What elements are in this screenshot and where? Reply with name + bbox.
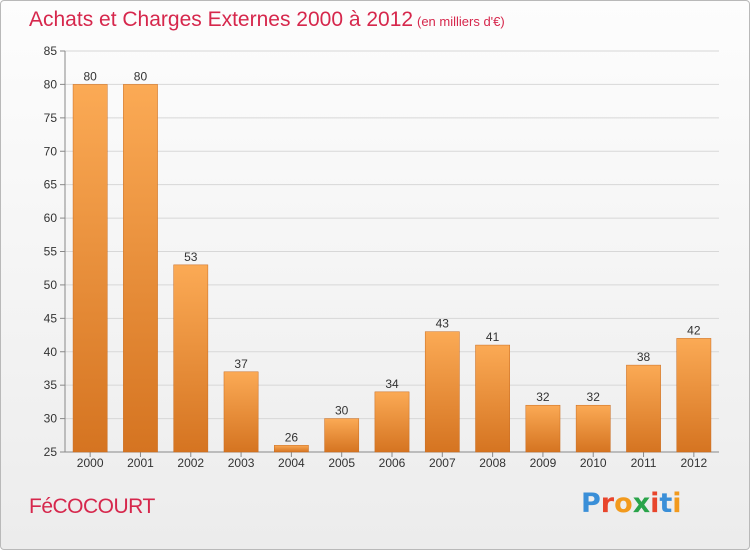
logo-letter: o <box>614 488 633 519</box>
x-tick-label: 2002 <box>177 456 204 470</box>
logo-letter: x <box>632 488 651 519</box>
bar <box>424 331 460 453</box>
bar-value-label: 32 <box>536 390 550 404</box>
bar-value-label: 80 <box>83 69 97 83</box>
bar <box>525 404 561 453</box>
bars <box>72 84 712 453</box>
bar <box>223 371 259 453</box>
bar-value-label: 34 <box>385 377 399 391</box>
logo-letter: t <box>659 488 673 519</box>
bar-value-label: 37 <box>234 357 248 371</box>
x-tick-label: 2008 <box>479 456 506 470</box>
y-tick-label: 30 <box>44 412 58 426</box>
bar <box>575 404 611 453</box>
bar-value-label: 30 <box>335 404 349 418</box>
commune-name: FéCOCOURT <box>29 495 155 518</box>
bar <box>173 264 209 453</box>
bar <box>374 391 410 453</box>
logo-letter: i <box>650 488 660 519</box>
x-tick-label: 2004 <box>278 456 305 470</box>
bar-value-label: 38 <box>637 350 651 364</box>
y-tick-label: 85 <box>44 44 58 58</box>
y-tick-label: 75 <box>44 111 58 125</box>
y-tick-label: 55 <box>44 245 58 259</box>
x-tick-label: 2010 <box>580 456 607 470</box>
bar-value-label: 26 <box>285 430 299 444</box>
bar <box>123 84 158 453</box>
y-tick-label: 65 <box>44 178 58 192</box>
bar-value-label: 41 <box>486 330 500 344</box>
x-tick-label: 2009 <box>530 456 557 470</box>
bar-value-label: 32 <box>587 390 601 404</box>
x-tick-label: 2003 <box>228 456 255 470</box>
bar-value-label: 53 <box>184 250 198 264</box>
logo-letter: r <box>600 488 615 519</box>
bar <box>72 84 108 453</box>
y-tick-label: 70 <box>44 144 58 158</box>
y-tick-label: 40 <box>44 345 58 359</box>
y-tick-label: 35 <box>44 378 58 392</box>
chart-title: Achats et Charges Externes 2000 à 2012 <box>29 8 414 31</box>
x-tick-label: 2005 <box>328 456 355 470</box>
x-tick-label: 2012 <box>680 456 707 470</box>
labels: 80 2000 80 2001 53 2002 37 2003 26 2004 30 2005 34 20… <box>77 69 708 470</box>
y-tick-label: 45 <box>44 311 58 325</box>
bar <box>475 344 510 453</box>
y-tick-label: 25 <box>44 445 58 459</box>
bar <box>324 418 360 453</box>
y-tick-label: 80 <box>44 77 58 91</box>
bar <box>626 364 661 453</box>
x-tick-label: 2000 <box>77 456 104 470</box>
bar-value-label: 80 <box>134 69 148 83</box>
bar <box>274 445 309 453</box>
y-tick-label: 60 <box>44 211 58 225</box>
x-tick-label: 2006 <box>379 456 406 470</box>
x-tick-label: 2011 <box>631 456 657 470</box>
x-tick-label: 2001 <box>127 456 154 470</box>
logo-letter: P <box>581 488 601 519</box>
x-tick-label: 2007 <box>429 456 456 470</box>
bar-value-label: 43 <box>436 317 450 331</box>
bar <box>676 338 712 453</box>
y-tick-label: 50 <box>44 278 58 292</box>
bar-value-label: 42 <box>687 323 701 337</box>
proxiti-logo[interactable]: Proxiti <box>581 488 682 519</box>
logo-letter: i <box>672 488 682 519</box>
chart-unit: (en milliers d'€) <box>417 14 505 29</box>
